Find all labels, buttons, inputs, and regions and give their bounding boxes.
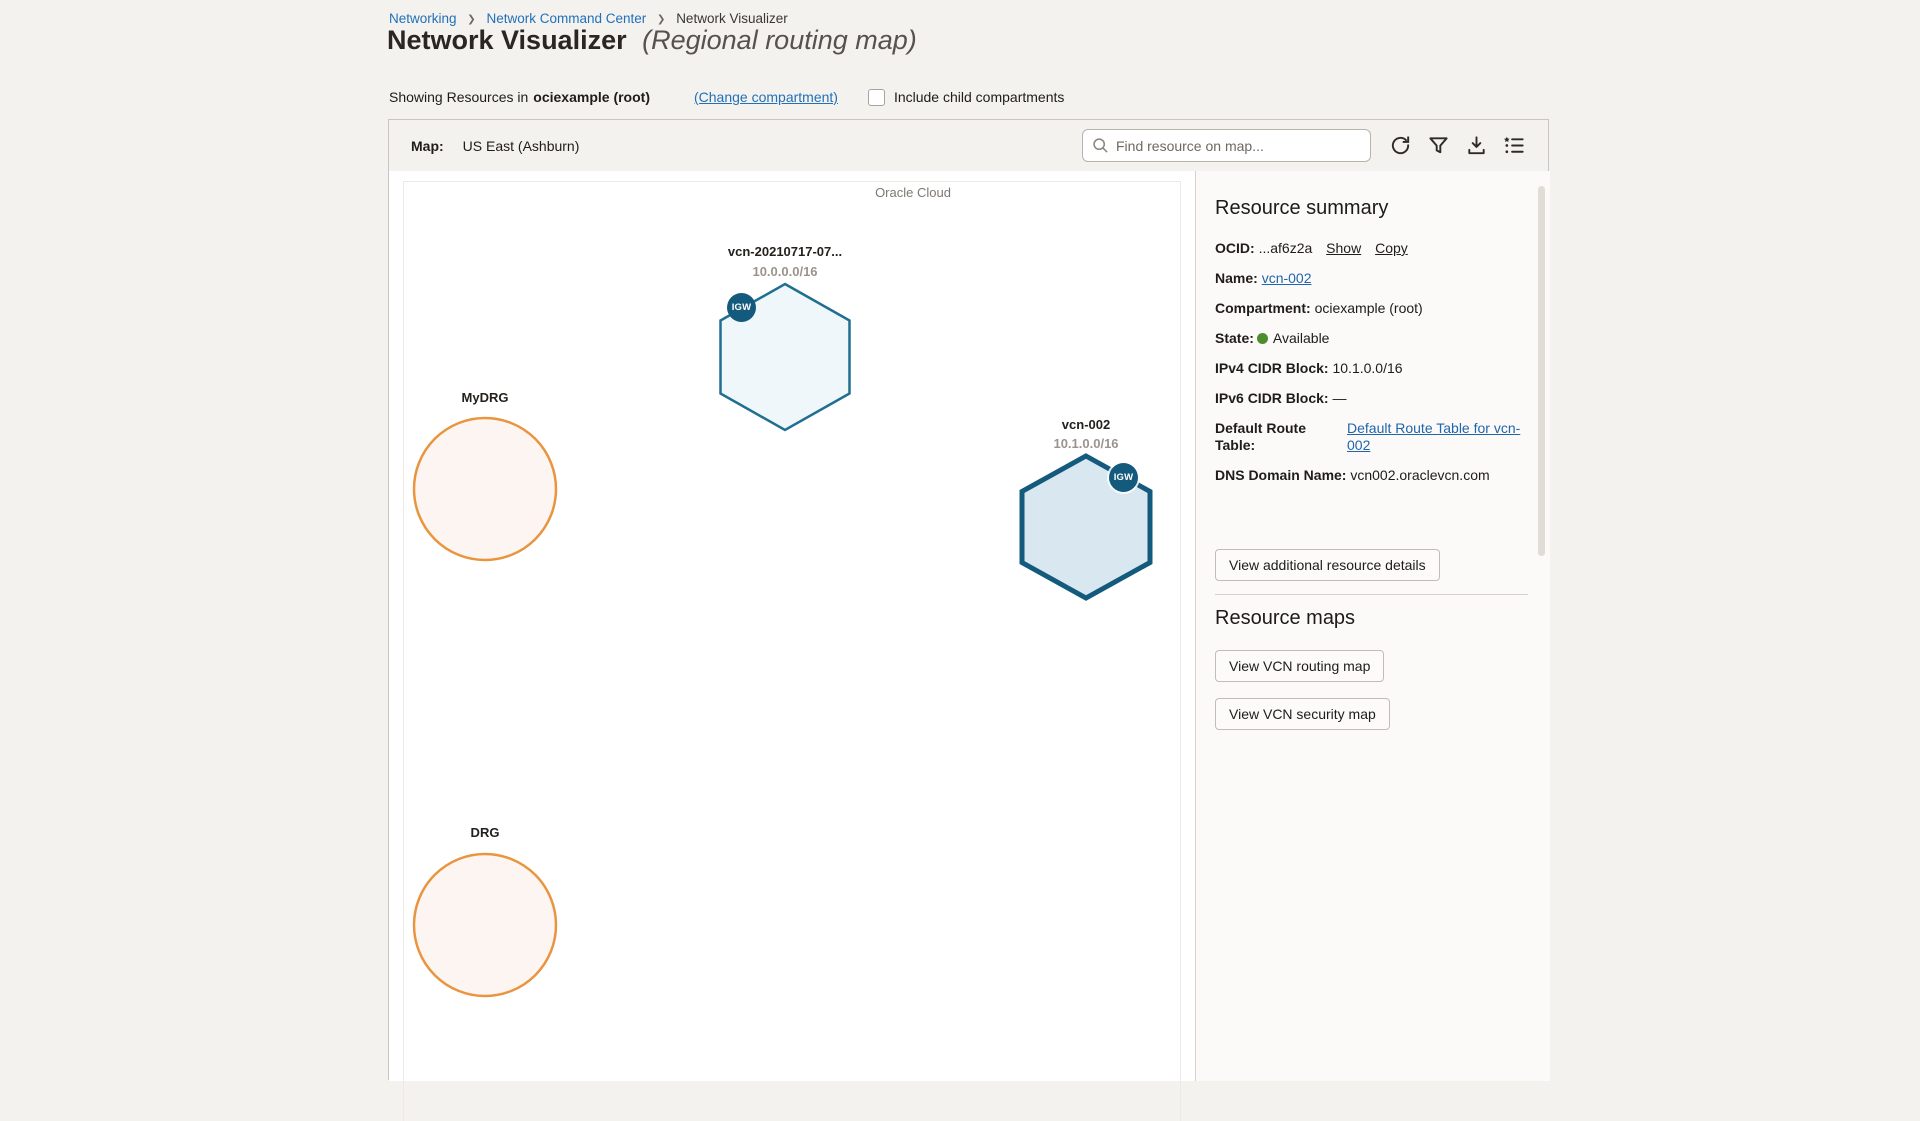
compartment-value: ociexample (root) bbox=[1314, 300, 1423, 316]
igw-badge[interactable]: IGW bbox=[1109, 463, 1138, 492]
state-row: State: Available bbox=[1215, 330, 1528, 347]
legend-icon[interactable] bbox=[1499, 131, 1529, 161]
view-additional-resource-details-button[interactable]: View additional resource details bbox=[1215, 549, 1440, 581]
divider bbox=[1215, 594, 1528, 595]
vcn-node-cidr: 10.0.0.0/16 bbox=[752, 264, 818, 279]
map-toolbar: Map: US East (Ashburn) bbox=[389, 120, 1548, 171]
search-icon bbox=[1093, 138, 1108, 153]
resource-summary-panel: Resource summary OCID: ...af6z2a Show Co… bbox=[1195, 171, 1550, 1081]
page-subtitle: (Regional routing map) bbox=[642, 25, 917, 55]
state-value: Available bbox=[1272, 330, 1330, 346]
route-table-label: Default Route Table: bbox=[1215, 420, 1306, 453]
route-table-row: Default Route Table: Default Route Table… bbox=[1215, 420, 1528, 454]
page-title-text: Network Visualizer bbox=[387, 25, 627, 55]
drg-node-label: DRG bbox=[470, 825, 500, 840]
toolbar-actions bbox=[1082, 129, 1529, 162]
breadcrumb-link-network-command-center[interactable]: Network Command Center bbox=[486, 11, 647, 26]
refresh-icon[interactable] bbox=[1385, 131, 1415, 161]
route-table-link[interactable]: Default Route Table for vcn-002 bbox=[1347, 420, 1521, 453]
resource-summary-title: Resource summary bbox=[1215, 197, 1389, 219]
include-child-compartments-checkbox[interactable] bbox=[867, 88, 885, 106]
ipv4-row: IPv4 CIDR Block: 10.1.0.0/16 bbox=[1215, 360, 1528, 377]
vcn-node-hexagon[interactable] bbox=[719, 282, 851, 432]
resource-maps-title: Resource maps bbox=[1215, 607, 1356, 629]
vcn-node-cidr: 10.1.0.0/16 bbox=[1053, 436, 1119, 451]
igw-badge[interactable]: IGW bbox=[727, 293, 756, 322]
map-region-value: US East (Ashburn) bbox=[462, 137, 580, 154]
dns-value: vcn002.oraclevcn.com bbox=[1350, 467, 1490, 483]
compartment-row: Compartment: ociexample (root) bbox=[1215, 300, 1528, 317]
vcn-node-label: vcn-20210717-07... bbox=[727, 244, 843, 259]
view-vcn-routing-map-button[interactable]: View VCN routing map bbox=[1215, 650, 1385, 682]
name-row: Name: vcn-002 bbox=[1215, 270, 1528, 287]
dns-label: DNS Domain Name: bbox=[1215, 467, 1347, 483]
showing-resources-text: Showing Resources in bbox=[389, 89, 529, 105]
oracle-cloud-boundary bbox=[403, 181, 1181, 1121]
drg-node-circle[interactable] bbox=[412, 852, 558, 998]
name-label: Name: bbox=[1215, 270, 1258, 286]
view-vcn-security-map-button[interactable]: View VCN security map bbox=[1215, 698, 1390, 730]
compartment-name: ociexample (root) bbox=[533, 89, 650, 105]
search-input[interactable] bbox=[1109, 137, 1370, 154]
download-icon[interactable] bbox=[1461, 131, 1491, 161]
breadcrumb: Networking ❯ Network Command Center ❯ Ne… bbox=[389, 11, 788, 26]
map-label: Map: bbox=[411, 137, 444, 154]
ocid-value: ...af6z2a bbox=[1258, 240, 1313, 256]
ocid-row: OCID: ...af6z2a Show Copy bbox=[1215, 240, 1528, 257]
ipv6-value: — bbox=[1332, 390, 1347, 406]
drg-node-label: MyDRG bbox=[461, 390, 509, 405]
breadcrumb-link-networking[interactable]: Networking bbox=[389, 11, 457, 26]
network-visualizer-panel: Map: US East (Ashburn) bbox=[388, 119, 1550, 1121]
ipv4-label: IPv4 CIDR Block: bbox=[1215, 360, 1329, 376]
map-canvas: Oracle Cloud vcn-20210717-07... 10.0.0.0… bbox=[389, 171, 1195, 1121]
compartment-label: Compartment: bbox=[1215, 300, 1311, 316]
dns-row: DNS Domain Name: vcn002.oraclevcn.com bbox=[1215, 467, 1528, 484]
drg-node-circle[interactable] bbox=[412, 416, 558, 562]
ipv6-row: IPv6 CIDR Block: — bbox=[1215, 390, 1528, 407]
ipv4-value: 10.1.0.0/16 bbox=[1332, 360, 1403, 376]
oracle-cloud-label: Oracle Cloud bbox=[868, 185, 958, 200]
resource-name-link[interactable]: vcn-002 bbox=[1261, 270, 1312, 286]
chevron-right-icon: ❯ bbox=[467, 14, 476, 25]
state-label: State: bbox=[1215, 330, 1254, 346]
state-available-icon bbox=[1256, 333, 1268, 344]
page-title: Network Visualizer (Regional routing map… bbox=[387, 25, 917, 56]
vcn-node-label: vcn-002 bbox=[1061, 417, 1111, 432]
ipv6-label: IPv6 CIDR Block: bbox=[1215, 390, 1329, 406]
ocid-show-link[interactable]: Show bbox=[1326, 240, 1362, 256]
ocid-label: OCID: bbox=[1215, 240, 1255, 256]
search-input-wrapper bbox=[1082, 129, 1371, 162]
panel-scrollbar[interactable] bbox=[1538, 186, 1545, 556]
include-child-compartments-label: Include child compartments bbox=[893, 89, 1065, 105]
breadcrumb-current: Network Visualizer bbox=[676, 11, 788, 26]
vcn-node-hexagon-selected[interactable] bbox=[1019, 453, 1153, 601]
ocid-copy-link[interactable]: Copy bbox=[1375, 240, 1408, 256]
chevron-right-icon: ❯ bbox=[657, 14, 666, 25]
filter-icon[interactable] bbox=[1423, 131, 1453, 161]
compartment-bar: Showing Resources in ociexample (root) (… bbox=[389, 87, 1064, 107]
change-compartment-link[interactable]: (Change compartment) bbox=[694, 89, 838, 105]
